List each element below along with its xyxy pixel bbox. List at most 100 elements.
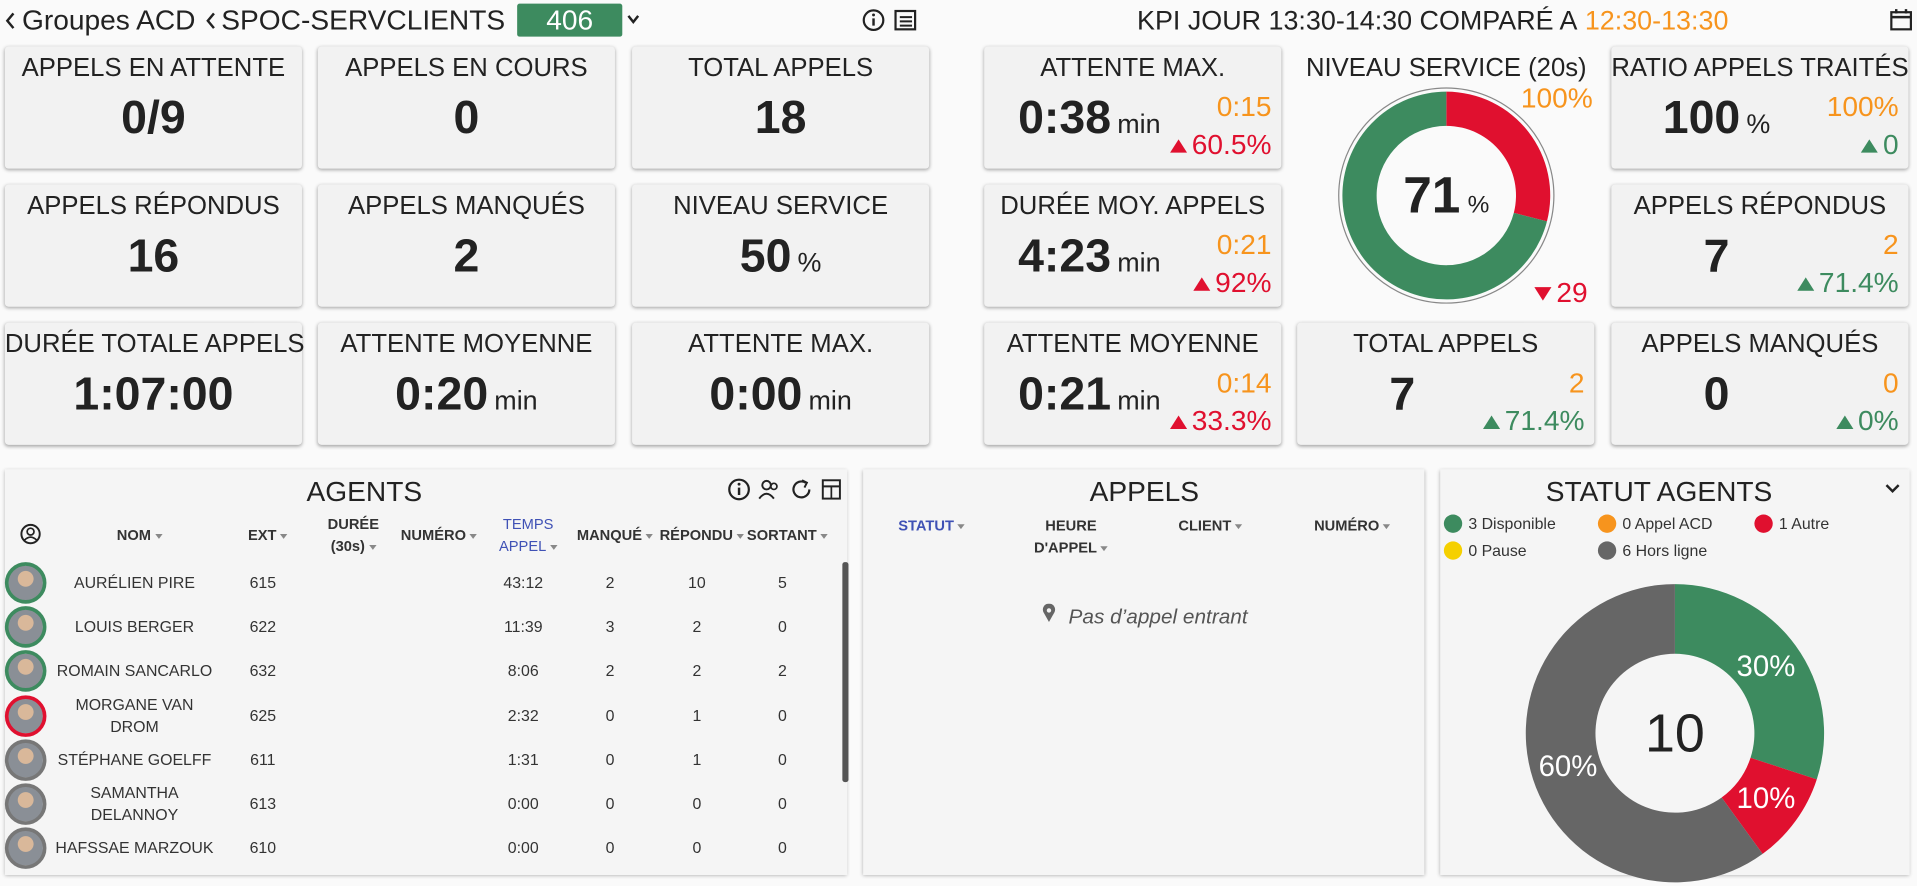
panel-title: APPELS [1089, 475, 1200, 508]
tile-value: 4:23 min [984, 231, 1194, 284]
column-header[interactable]: NUMÉRO [396, 524, 482, 546]
collapse-chevron[interactable] [1884, 483, 1901, 495]
info-icon-part [872, 13, 876, 17]
panel-title: STATUT AGENTS [1545, 475, 1773, 508]
value: 1:07:00 [73, 369, 234, 421]
profile-icon-part [26, 527, 35, 536]
agent-cell: 0:00 [507, 794, 539, 813]
column-header[interactable]: EXT [243, 524, 292, 546]
kpi-tile: APPELS EN ATTENTE 0/9 [4, 46, 302, 169]
column-header[interactable]: CLIENT [1161, 514, 1259, 536]
agent-cell: 2 [692, 661, 702, 680]
list-icon[interactable] [894, 9, 917, 32]
agent-cell: 2 [605, 661, 615, 680]
pin-icon-part [1042, 603, 1056, 623]
column-header[interactable]: NOM [90, 524, 188, 546]
panel-title: AGENTS [306, 475, 423, 508]
legend-item[interactable]: 6 Hors ligne [1597, 541, 1707, 560]
agent-avatar [4, 606, 47, 648]
donut-segment [1525, 584, 1763, 883]
agent-avatar [4, 562, 47, 604]
kpi-tile: NIVEAU SERVICE 50% [632, 184, 930, 307]
calendar-icon[interactable] [1889, 7, 1913, 31]
trend-arrow-part [1861, 138, 1879, 153]
tile-label: ATTENTE MAX. [688, 329, 874, 359]
gauge [1338, 87, 1555, 304]
agent-cell: 2 [605, 573, 615, 592]
trend-arrow-part [1796, 276, 1815, 291]
agent-avatar [4, 695, 47, 737]
panel-tool-icon[interactable] [820, 478, 843, 501]
panel-tool-icon[interactable] [727, 478, 750, 501]
column-header[interactable]: RÉPONDU [656, 524, 748, 546]
panel-tool-icon[interactable] [790, 478, 813, 501]
agent-cell: 625 [249, 706, 277, 725]
trend-arrow-part [1836, 414, 1854, 429]
column-header[interactable]: TEMPS APPEL [496, 513, 560, 557]
agent-name: STÉPHANE GOELFF [57, 750, 212, 769]
unit: % [797, 246, 822, 278]
list-icon-part [894, 9, 917, 31]
agent-cell: 0 [778, 794, 787, 813]
value: 0:38 [1018, 92, 1112, 145]
legend-item[interactable]: 3 Disponible [1443, 514, 1556, 533]
agent-name: SAMANTHA DELANNOY [90, 783, 179, 824]
info-icon[interactable] [862, 9, 885, 32]
column-header[interactable]: STATUT [883, 514, 981, 536]
agent-cell: 11:39 [503, 617, 543, 636]
group-link[interactable]: Groupes ACD [22, 3, 196, 36]
dropdown-chevron[interactable] [626, 13, 641, 25]
tile-value: 7 [1297, 369, 1507, 422]
donut-segment [1721, 757, 1817, 854]
tile-value: 16 [5, 231, 302, 284]
segment-label: 30% [1736, 650, 1796, 684]
column-header[interactable]: NUMÉRO [1303, 514, 1401, 536]
tile-value: 0:00 min [632, 369, 929, 422]
previous-value: 100% [1826, 90, 1899, 123]
column-header[interactable]: HEURE D'APPEL [1016, 514, 1126, 558]
panel-tool-icon[interactable] [758, 478, 781, 501]
tile-value: 50% [632, 231, 929, 284]
unit: min [1117, 384, 1161, 416]
back-chevron[interactable] [5, 11, 17, 31]
collapse-chevron-part [1885, 484, 1900, 494]
agent-cell: 10 [688, 573, 706, 592]
legend-item[interactable]: 1 Autre [1754, 514, 1829, 533]
change: 33.3% [1191, 404, 1272, 437]
previous-value: 0:14 [1216, 366, 1272, 399]
tile-value: 100% [1611, 93, 1821, 146]
tile-label: APPELS EN COURS [345, 53, 588, 82]
value: 0:21 [1018, 369, 1112, 421]
value: 2 [453, 230, 480, 283]
info-icon-part [862, 9, 885, 32]
column-header[interactable]: SORTANT [745, 524, 831, 546]
kpi-tile: ATTENTE MOYENNE 0:21 min 0:14 33.3% [984, 322, 1282, 445]
agent-cell: 0 [778, 617, 787, 636]
kpi-tile: DURÉE TOTALE APPELS 1:07:00 [4, 322, 305, 445]
column-header[interactable]: MANQUÉ [572, 524, 658, 546]
profile-icon-part [23, 536, 38, 541]
change-value: 0% [1836, 405, 1899, 438]
kpi-title: KPI JOUR 13:30-14:30 COMPARÉ A [1136, 4, 1578, 36]
column-header[interactable]: DURÉE (30s) [322, 513, 386, 557]
agent-cell: 2:32 [507, 706, 539, 725]
agent-cell: 0 [605, 750, 615, 769]
agent-cell: 1 [692, 750, 702, 769]
legend-item[interactable]: 0 Pause [1443, 541, 1527, 560]
kpi-tile: ATTENTE MOYENNE 0:20 min [317, 322, 615, 445]
agent-avatar [4, 827, 47, 869]
kpi-heading: KPI JOUR 13:30-14:30 COMPARÉ A 12:30-13:3… [1137, 5, 1728, 37]
agent-cell: 0 [778, 706, 787, 725]
previous-value: 0 [1883, 366, 1899, 399]
tile-label: RATIO APPELS TRAITÉS [1611, 53, 1909, 82]
segment-label: 60% [1538, 750, 1598, 784]
panel-tool-icon-part [769, 482, 778, 491]
trend-arrow-part [1169, 414, 1187, 429]
previous-value: 2 [1568, 366, 1585, 399]
legend-item[interactable]: 0 Appel ACD [1597, 514, 1712, 533]
back-chevron[interactable] [205, 11, 217, 31]
value: 18 [754, 92, 807, 145]
change: 29 [1556, 276, 1588, 308]
agent-cell: 0 [778, 838, 787, 857]
value: 50 [739, 230, 792, 283]
